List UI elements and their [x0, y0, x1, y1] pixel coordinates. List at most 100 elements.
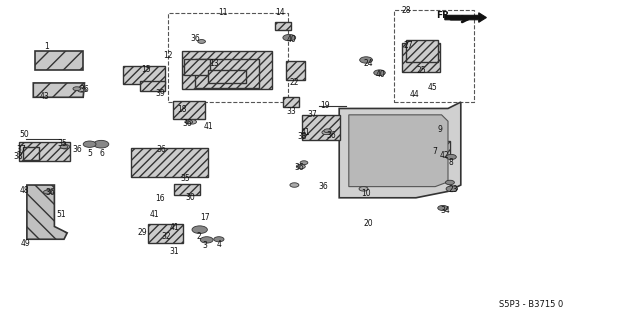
Circle shape — [290, 183, 299, 187]
Text: 43: 43 — [40, 92, 50, 101]
Text: 50: 50 — [19, 130, 29, 139]
Circle shape — [283, 34, 296, 41]
Text: 49: 49 — [20, 239, 31, 248]
Circle shape — [296, 164, 305, 169]
Text: 11: 11 — [218, 8, 227, 17]
Polygon shape — [33, 83, 84, 97]
Text: 35: 35 — [180, 174, 191, 182]
Bar — [184, 59, 210, 75]
Bar — [123, 66, 165, 84]
Text: 10: 10 — [361, 189, 371, 198]
Text: 16: 16 — [155, 194, 165, 203]
Text: 37: 37 — [307, 110, 317, 119]
Circle shape — [200, 237, 213, 243]
Bar — [434, 140, 450, 155]
Circle shape — [446, 154, 456, 160]
Text: 36: 36 — [182, 119, 192, 128]
Text: 17: 17 — [200, 213, 210, 222]
Text: 13: 13 — [209, 59, 220, 68]
Bar — [173, 101, 205, 119]
Text: 23: 23 — [448, 185, 458, 194]
Text: 35: 35 — [58, 139, 68, 148]
Polygon shape — [339, 102, 461, 198]
Bar — [402, 43, 440, 72]
Circle shape — [214, 237, 224, 242]
Circle shape — [322, 130, 331, 135]
Text: 40: 40 — [376, 70, 386, 79]
Text: 45: 45 — [427, 83, 437, 92]
Circle shape — [83, 141, 96, 147]
Bar — [148, 224, 183, 243]
Text: 7: 7 — [433, 147, 438, 156]
Text: 42: 42 — [440, 151, 450, 160]
Polygon shape — [35, 51, 83, 70]
Polygon shape — [445, 13, 486, 22]
Text: 20: 20 — [363, 219, 373, 228]
Text: 41: 41 — [301, 128, 311, 137]
Bar — [19, 142, 70, 161]
Bar — [174, 184, 200, 195]
Text: 1: 1 — [44, 42, 49, 51]
Text: 51: 51 — [56, 210, 66, 219]
Circle shape — [359, 187, 368, 191]
Text: 2: 2 — [196, 232, 201, 241]
Text: 41: 41 — [169, 223, 179, 232]
Text: 36: 36 — [318, 182, 328, 191]
Circle shape — [188, 120, 196, 124]
Text: 19: 19 — [320, 101, 330, 110]
Circle shape — [438, 205, 448, 211]
Text: 41: 41 — [203, 122, 213, 130]
Text: 28: 28 — [402, 6, 411, 15]
Circle shape — [446, 186, 458, 192]
Text: 48: 48 — [19, 186, 29, 195]
Circle shape — [45, 189, 54, 194]
Bar — [394, 10, 474, 102]
Text: 37: 37 — [16, 145, 26, 154]
Text: 34: 34 — [440, 206, 450, 215]
Polygon shape — [349, 115, 448, 187]
Text: 36: 36 — [79, 85, 90, 94]
Text: 14: 14 — [275, 8, 285, 17]
Text: 38: 38 — [13, 152, 23, 161]
Text: 32: 32 — [161, 232, 172, 241]
Circle shape — [185, 120, 193, 124]
Polygon shape — [27, 185, 67, 239]
Text: 3: 3 — [202, 241, 207, 250]
Text: 33: 33 — [286, 107, 296, 115]
Text: 4: 4 — [216, 241, 221, 249]
Text: 27: 27 — [403, 41, 413, 50]
Text: 9: 9 — [438, 125, 443, 134]
Text: S5P3 - B3715 0: S5P3 - B3715 0 — [499, 300, 563, 309]
Circle shape — [61, 145, 70, 149]
Text: 5: 5 — [87, 149, 92, 158]
Bar — [406, 40, 438, 62]
Circle shape — [73, 87, 81, 91]
Bar — [195, 59, 259, 88]
Bar — [23, 147, 38, 160]
Text: 12: 12 — [163, 51, 172, 60]
Circle shape — [44, 190, 51, 194]
Text: 44: 44 — [410, 90, 420, 99]
Bar — [131, 148, 208, 177]
Text: 38: 38 — [297, 132, 307, 141]
Circle shape — [324, 129, 332, 133]
Text: 36: 36 — [156, 145, 166, 154]
Text: 31: 31 — [169, 247, 179, 256]
Text: 36: 36 — [190, 34, 200, 43]
Circle shape — [360, 57, 372, 63]
Text: 25: 25 — [416, 66, 426, 75]
Circle shape — [445, 180, 454, 185]
Bar — [275, 21, 291, 30]
Circle shape — [300, 161, 308, 165]
Bar — [168, 13, 288, 102]
Text: 36: 36 — [294, 163, 305, 172]
Text: 39: 39 — [155, 89, 165, 98]
Circle shape — [192, 226, 207, 234]
Text: 6: 6 — [100, 149, 105, 158]
Bar — [182, 51, 272, 89]
Text: FR.: FR. — [436, 11, 453, 20]
Text: 36: 36 — [45, 189, 55, 197]
Text: 22: 22 — [290, 78, 299, 87]
Text: 41: 41 — [150, 210, 160, 219]
Circle shape — [93, 140, 109, 148]
